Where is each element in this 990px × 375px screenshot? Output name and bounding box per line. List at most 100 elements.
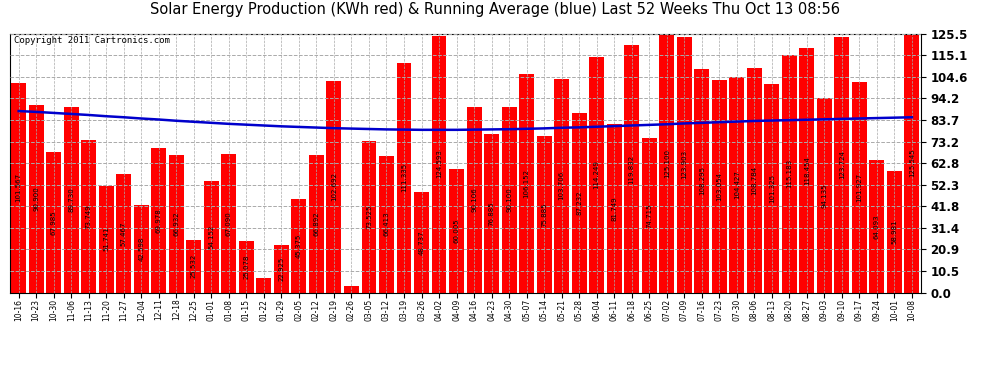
Bar (239, 241, 253, 292)
Text: 101.567: 101.567 (16, 173, 22, 202)
Bar (589, 57, 604, 292)
Text: 73.525: 73.525 (366, 204, 372, 229)
Text: 108.784: 108.784 (751, 166, 757, 195)
Text: Copyright 2011 Cartronics.com: Copyright 2011 Cartronics.com (15, 36, 170, 45)
Text: 114.249: 114.249 (594, 160, 600, 189)
Bar (466, 107, 481, 292)
Bar (835, 38, 849, 292)
Text: 73.749: 73.749 (86, 204, 92, 229)
Bar (81, 141, 96, 292)
Text: 90.900: 90.900 (34, 186, 40, 211)
Bar (607, 124, 622, 292)
Bar (905, 34, 920, 292)
Text: 89.730: 89.730 (68, 188, 74, 212)
Text: 94.135: 94.135 (822, 183, 828, 208)
Text: 76.885: 76.885 (489, 201, 495, 225)
Text: 87.232: 87.232 (576, 190, 582, 215)
Bar (712, 80, 727, 292)
Text: 118.454: 118.454 (804, 156, 810, 185)
Text: 115.183: 115.183 (786, 159, 792, 188)
Text: 101.927: 101.927 (856, 173, 862, 202)
Bar (571, 112, 587, 292)
Bar (222, 154, 237, 292)
Bar (554, 79, 569, 292)
Bar (764, 84, 779, 292)
Bar (782, 55, 797, 292)
Bar (537, 136, 551, 292)
Bar (397, 63, 412, 292)
Bar (29, 105, 44, 292)
Bar (151, 148, 166, 292)
Bar (432, 36, 446, 292)
Bar (869, 160, 884, 292)
Text: 90.106: 90.106 (471, 187, 477, 212)
Bar (379, 156, 394, 292)
Text: 75.885: 75.885 (542, 202, 547, 226)
Text: 104.427: 104.427 (734, 170, 740, 199)
Text: 125.100: 125.100 (663, 149, 669, 178)
Text: 45.375: 45.375 (296, 234, 302, 258)
Text: 22.925: 22.925 (278, 257, 284, 281)
Bar (309, 154, 324, 292)
Text: 64.093: 64.093 (874, 214, 880, 239)
Text: 58.981: 58.981 (891, 219, 897, 244)
Text: 108.295: 108.295 (699, 166, 705, 195)
Text: Solar Energy Production (KWh red) & Running Average (blue) Last 52 Weeks Thu Oct: Solar Energy Production (KWh red) & Runn… (150, 2, 840, 17)
Text: 25.532: 25.532 (191, 254, 197, 278)
Text: 119.832: 119.832 (629, 154, 635, 183)
Bar (256, 278, 271, 292)
Bar (116, 174, 132, 292)
Bar (99, 186, 114, 292)
Text: 103.054: 103.054 (717, 172, 723, 201)
Text: 66.892: 66.892 (314, 211, 320, 236)
Bar (817, 98, 832, 292)
Bar (642, 138, 656, 292)
Text: 66.413: 66.413 (383, 212, 389, 236)
Text: 81.749: 81.749 (611, 196, 617, 220)
Bar (11, 83, 26, 292)
Bar (449, 169, 464, 292)
Bar (677, 37, 692, 292)
Text: 123.903: 123.903 (681, 150, 687, 179)
Text: 74.715: 74.715 (646, 203, 652, 228)
Bar (887, 171, 902, 292)
Text: 57.467: 57.467 (121, 221, 127, 246)
Text: 106.152: 106.152 (524, 169, 530, 198)
Text: 54.152: 54.152 (208, 225, 214, 249)
Text: 48.737: 48.737 (419, 230, 425, 255)
Bar (852, 82, 867, 292)
Text: 42.598: 42.598 (139, 236, 145, 261)
Bar (134, 205, 148, 292)
Bar (484, 134, 499, 292)
Text: 102.692: 102.692 (331, 172, 337, 201)
Bar (186, 240, 201, 292)
Bar (63, 108, 78, 292)
Bar (799, 48, 815, 292)
Bar (694, 69, 709, 292)
Text: 124.593: 124.593 (436, 150, 442, 178)
Bar (344, 286, 359, 292)
Bar (291, 199, 306, 292)
Bar (361, 141, 376, 292)
Text: 103.706: 103.706 (558, 171, 564, 200)
Bar (47, 152, 61, 292)
Text: 69.978: 69.978 (155, 208, 161, 233)
Text: 123.724: 123.724 (839, 150, 844, 179)
Bar (730, 77, 744, 292)
Text: 60.005: 60.005 (453, 218, 459, 243)
Text: 67.985: 67.985 (50, 210, 56, 235)
Bar (169, 154, 184, 292)
Text: 67.090: 67.090 (226, 211, 232, 236)
Text: 125.545: 125.545 (909, 149, 915, 177)
Text: 101.325: 101.325 (769, 174, 775, 202)
Text: 51.741: 51.741 (103, 227, 109, 251)
Bar (502, 107, 517, 292)
Bar (659, 34, 674, 292)
Bar (327, 81, 342, 292)
Text: 90.100: 90.100 (506, 187, 512, 212)
Text: 111.335: 111.335 (401, 163, 407, 192)
Bar (519, 74, 534, 292)
Bar (746, 68, 761, 292)
Text: 25.078: 25.078 (244, 254, 249, 279)
Text: 66.932: 66.932 (173, 211, 179, 236)
